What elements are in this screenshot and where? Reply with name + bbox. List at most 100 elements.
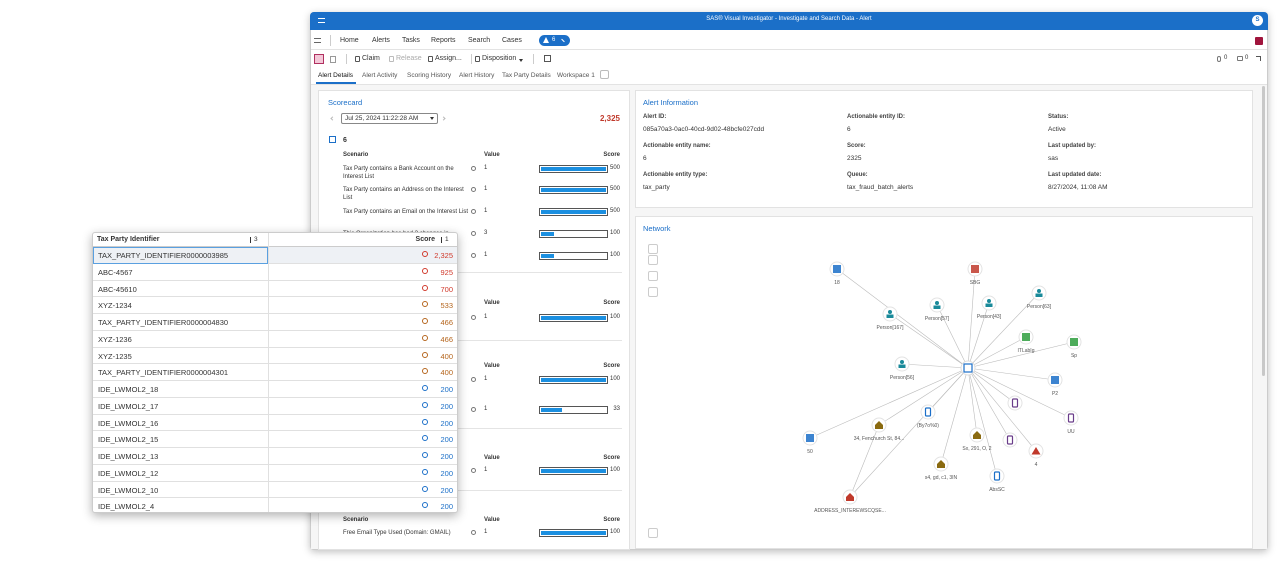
badge-icon — [543, 37, 549, 43]
toolbar-button[interactable]: Release — [396, 55, 422, 62]
table-row[interactable]: TAX_PARTY_IDENTIFIER0000004301 400 — [93, 364, 457, 381]
node-icon — [846, 493, 854, 501]
table-row[interactable]: IDE_LWMOL2_15 200 — [93, 431, 457, 448]
workspace-icon[interactable] — [544, 55, 551, 62]
node-icon — [985, 303, 993, 307]
table-row[interactable]: IDE_LWMOL2_13 200 — [93, 448, 457, 465]
node-icon — [1006, 435, 1014, 445]
table-row[interactable]: ABC-45610 700 — [93, 281, 457, 298]
node-icon — [924, 407, 932, 417]
node-icon — [888, 310, 892, 314]
user-avatar[interactable]: S — [1252, 15, 1263, 26]
zoom-control[interactable] — [648, 255, 658, 265]
cell-identifier: IDE_LWMOL2_17 — [98, 401, 159, 411]
column-header: Value — [484, 300, 500, 306]
node[interactable] — [1007, 395, 1023, 411]
node[interactable] — [920, 404, 936, 420]
table-row[interactable]: IDE_LWMOL2_16 200 — [93, 415, 457, 432]
tab[interactable]: Alert History — [459, 72, 495, 79]
scenario-value: 1 — [484, 406, 488, 412]
table-row[interactable]: XYZ-1234 533 — [93, 297, 457, 314]
nav-menu-icon — [314, 38, 321, 43]
node-label: 34, Fenchurch St, 84... — [854, 436, 905, 442]
toolbar-divider — [471, 54, 472, 64]
node[interactable] — [1002, 432, 1018, 448]
nav-item[interactable]: Cases — [502, 37, 522, 44]
table-row[interactable]: IDE_LWMOL2_18 200 — [93, 381, 457, 398]
score-bar — [541, 188, 606, 192]
edge — [936, 304, 969, 369]
edge — [849, 367, 969, 498]
cell-score: 533 — [440, 301, 453, 311]
zoom-control[interactable] — [648, 271, 658, 281]
toolbar-button[interactable]: Claim — [362, 55, 380, 62]
score-value: 500 — [609, 165, 620, 171]
score-value: 100 — [609, 376, 620, 382]
toolbar-button[interactable]: Disposition — [482, 55, 517, 62]
field-value: Active — [1048, 126, 1066, 133]
group-divider — [326, 428, 622, 429]
toolbar-divider — [533, 54, 534, 64]
table-row[interactable]: ABC-4567 925 — [93, 264, 457, 281]
node-label: (By7o%0) — [917, 423, 939, 429]
hub-node[interactable] — [960, 360, 976, 376]
score-icon — [422, 368, 428, 375]
nav-item[interactable]: Tasks — [402, 37, 420, 44]
attachment-count[interactable]: 0 — [1224, 55, 1228, 61]
badge-count[interactable]: 6 — [552, 37, 556, 43]
tab[interactable]: Alert Activity — [362, 72, 398, 79]
group-icon — [329, 136, 336, 143]
score-icon — [422, 502, 428, 509]
edge — [967, 367, 1037, 452]
sort-order[interactable]: 3 — [254, 236, 258, 243]
notification-icon — [1255, 37, 1263, 45]
table-row[interactable]: TAX_PARTY_IDENTIFIER0000003985 2,325 — [93, 247, 457, 264]
node-icon — [973, 431, 981, 439]
table-row[interactable]: XYZ-1236 466 — [93, 331, 457, 348]
tab[interactable]: Alert Details — [318, 72, 354, 79]
table-row[interactable]: IDE_LWMOL2_10 200 — [93, 482, 457, 499]
field-label: Last updated date: — [1048, 172, 1102, 178]
table-row[interactable]: TAX_PARTY_IDENTIFIER0000004830 466 — [93, 314, 457, 331]
header-score[interactable]: Score — [415, 236, 435, 243]
nav-item[interactable]: Search — [468, 37, 491, 44]
tab[interactable]: Scoring History — [407, 72, 452, 79]
table-row[interactable]: XYZ-1235 400 — [93, 348, 457, 365]
column-header: Value — [484, 152, 500, 158]
table-row[interactable]: IDE_LWMOL2_4 200 — [93, 498, 457, 512]
edge — [967, 367, 1056, 381]
table-row[interactable]: IDE_LWMOL2_17 200 — [93, 398, 457, 415]
info-icon — [471, 166, 476, 171]
nav-item[interactable]: Reports — [431, 37, 456, 44]
scenario-value: 1 — [484, 208, 488, 214]
scenario-value: 1 — [484, 165, 488, 171]
add-tab[interactable] — [600, 70, 609, 79]
zoom-control[interactable] — [648, 244, 658, 254]
comment-icon — [1237, 56, 1243, 61]
table-row[interactable]: IDE_LWMOL2_12 200 — [93, 465, 457, 482]
legend-control[interactable] — [648, 528, 658, 538]
zoom-control[interactable] — [648, 287, 658, 297]
row-selection — [93, 247, 268, 264]
toolbar-button[interactable]: Assign... — [435, 55, 462, 62]
node[interactable] — [989, 468, 1005, 484]
nav-item[interactable]: Alerts — [372, 37, 390, 44]
sort-order[interactable]: 1 — [445, 236, 449, 243]
column-header: Score — [603, 455, 620, 461]
edit-button[interactable] — [314, 54, 324, 64]
nav-item[interactable]: Home — [340, 37, 359, 44]
field-label: Actionable entity name: — [643, 143, 711, 149]
tab[interactable]: Workspace 1 — [557, 72, 595, 79]
group-label: 6 — [343, 137, 347, 144]
score-value: 100 — [609, 252, 620, 258]
comment-count[interactable]: 0 — [1245, 55, 1249, 61]
toolbar-icon — [330, 56, 336, 63]
tab[interactable]: Tax Party Details — [502, 72, 551, 79]
cell-score: 200 — [440, 385, 453, 394]
node-icon — [1031, 447, 1041, 455]
date-select[interactable] — [341, 113, 438, 124]
node-icon — [886, 314, 894, 318]
node[interactable] — [1063, 410, 1079, 426]
header-identifier[interactable]: Tax Party Identifier — [97, 236, 160, 243]
cell-score: 400 — [440, 351, 453, 361]
